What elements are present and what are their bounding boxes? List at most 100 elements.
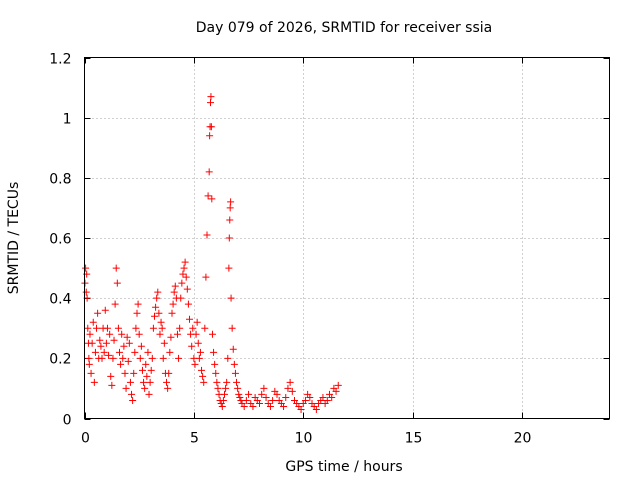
data-point [218,402,226,410]
data-point [199,372,207,380]
data-point [192,330,200,338]
data-point [226,204,234,212]
data-point [146,378,154,386]
data-point [286,378,294,386]
data-point [262,393,270,401]
data-point [158,324,166,332]
data-point [142,360,150,368]
data-point [144,348,152,356]
data-point [207,93,215,101]
data-point [117,360,125,368]
data-point [147,366,155,374]
data-point [160,339,168,347]
data-point [208,195,216,203]
data-point [205,168,213,176]
data-point [222,384,230,392]
data-point [186,315,193,323]
data-point [227,294,235,302]
x-tick-label: 5 [190,431,199,447]
data-point [213,378,221,386]
data-point [214,384,222,392]
x-tick-label: 15 [405,431,423,447]
data-point [82,288,90,296]
data-point [194,339,202,347]
y-tick-label: 0.2 [49,352,71,368]
data-point [89,318,97,326]
chart-title: Day 079 of 2026, SRMTID for receiver ssi… [196,20,492,36]
data-point [98,354,106,362]
data-point [153,294,161,302]
data-point [319,393,327,401]
data-point [112,264,120,272]
data-point [94,309,102,317]
data-point [202,273,210,281]
data-point [123,333,131,341]
data-point [179,270,187,278]
data-point [126,378,134,386]
data-point [101,306,109,314]
data-point [125,339,133,347]
y-tick-label: 1.2 [49,52,71,68]
data-point [236,393,244,401]
data-point [195,354,203,362]
data-point [312,405,320,413]
data-point [157,318,165,326]
data-point [282,393,290,401]
data-point [196,348,204,356]
data-point [211,360,219,368]
data-point [136,354,144,362]
data-point [306,393,314,401]
data-point [242,396,250,404]
data-point [165,369,173,377]
data-point [225,264,233,272]
data-point [229,345,237,353]
data-point [85,354,93,362]
data-point [110,336,118,344]
data-point [227,198,235,206]
data-point [224,354,232,362]
data-point [280,402,288,410]
data-point [231,369,239,377]
data-point [169,300,177,308]
data-point [109,354,117,362]
data-point [131,348,139,356]
data-point [323,396,331,404]
x-tick-label: 20 [514,431,532,447]
plot-frame [84,57,610,419]
data-point [113,279,121,287]
data-point [266,402,274,410]
data-point [82,264,90,272]
data-point [230,360,238,368]
data-point [145,390,153,398]
data-point [124,357,132,365]
data-point [152,303,160,311]
y-tick-label: 0 [63,413,72,429]
data-point [188,342,196,350]
data-point [233,378,241,386]
data-point [235,390,243,398]
data-point [108,381,116,389]
y-tick-label: 1 [63,112,72,128]
data-point [240,402,248,410]
data-point [93,324,101,332]
data-point [260,384,268,392]
data-point [85,360,93,368]
data-point [88,339,96,347]
data-point [212,369,220,377]
data-point [189,324,197,332]
data-point [105,351,113,359]
data-point [86,330,94,338]
data-point [245,390,253,398]
data-point [191,360,199,368]
data-point [170,288,178,296]
data-point [208,330,216,338]
data-point [138,366,146,374]
data-point [114,324,122,332]
data-point [297,405,305,413]
y-tick-label: 0.4 [49,292,71,308]
data-point [129,396,137,404]
data-point [100,348,108,356]
data-point [84,324,92,332]
data-point [118,330,126,338]
